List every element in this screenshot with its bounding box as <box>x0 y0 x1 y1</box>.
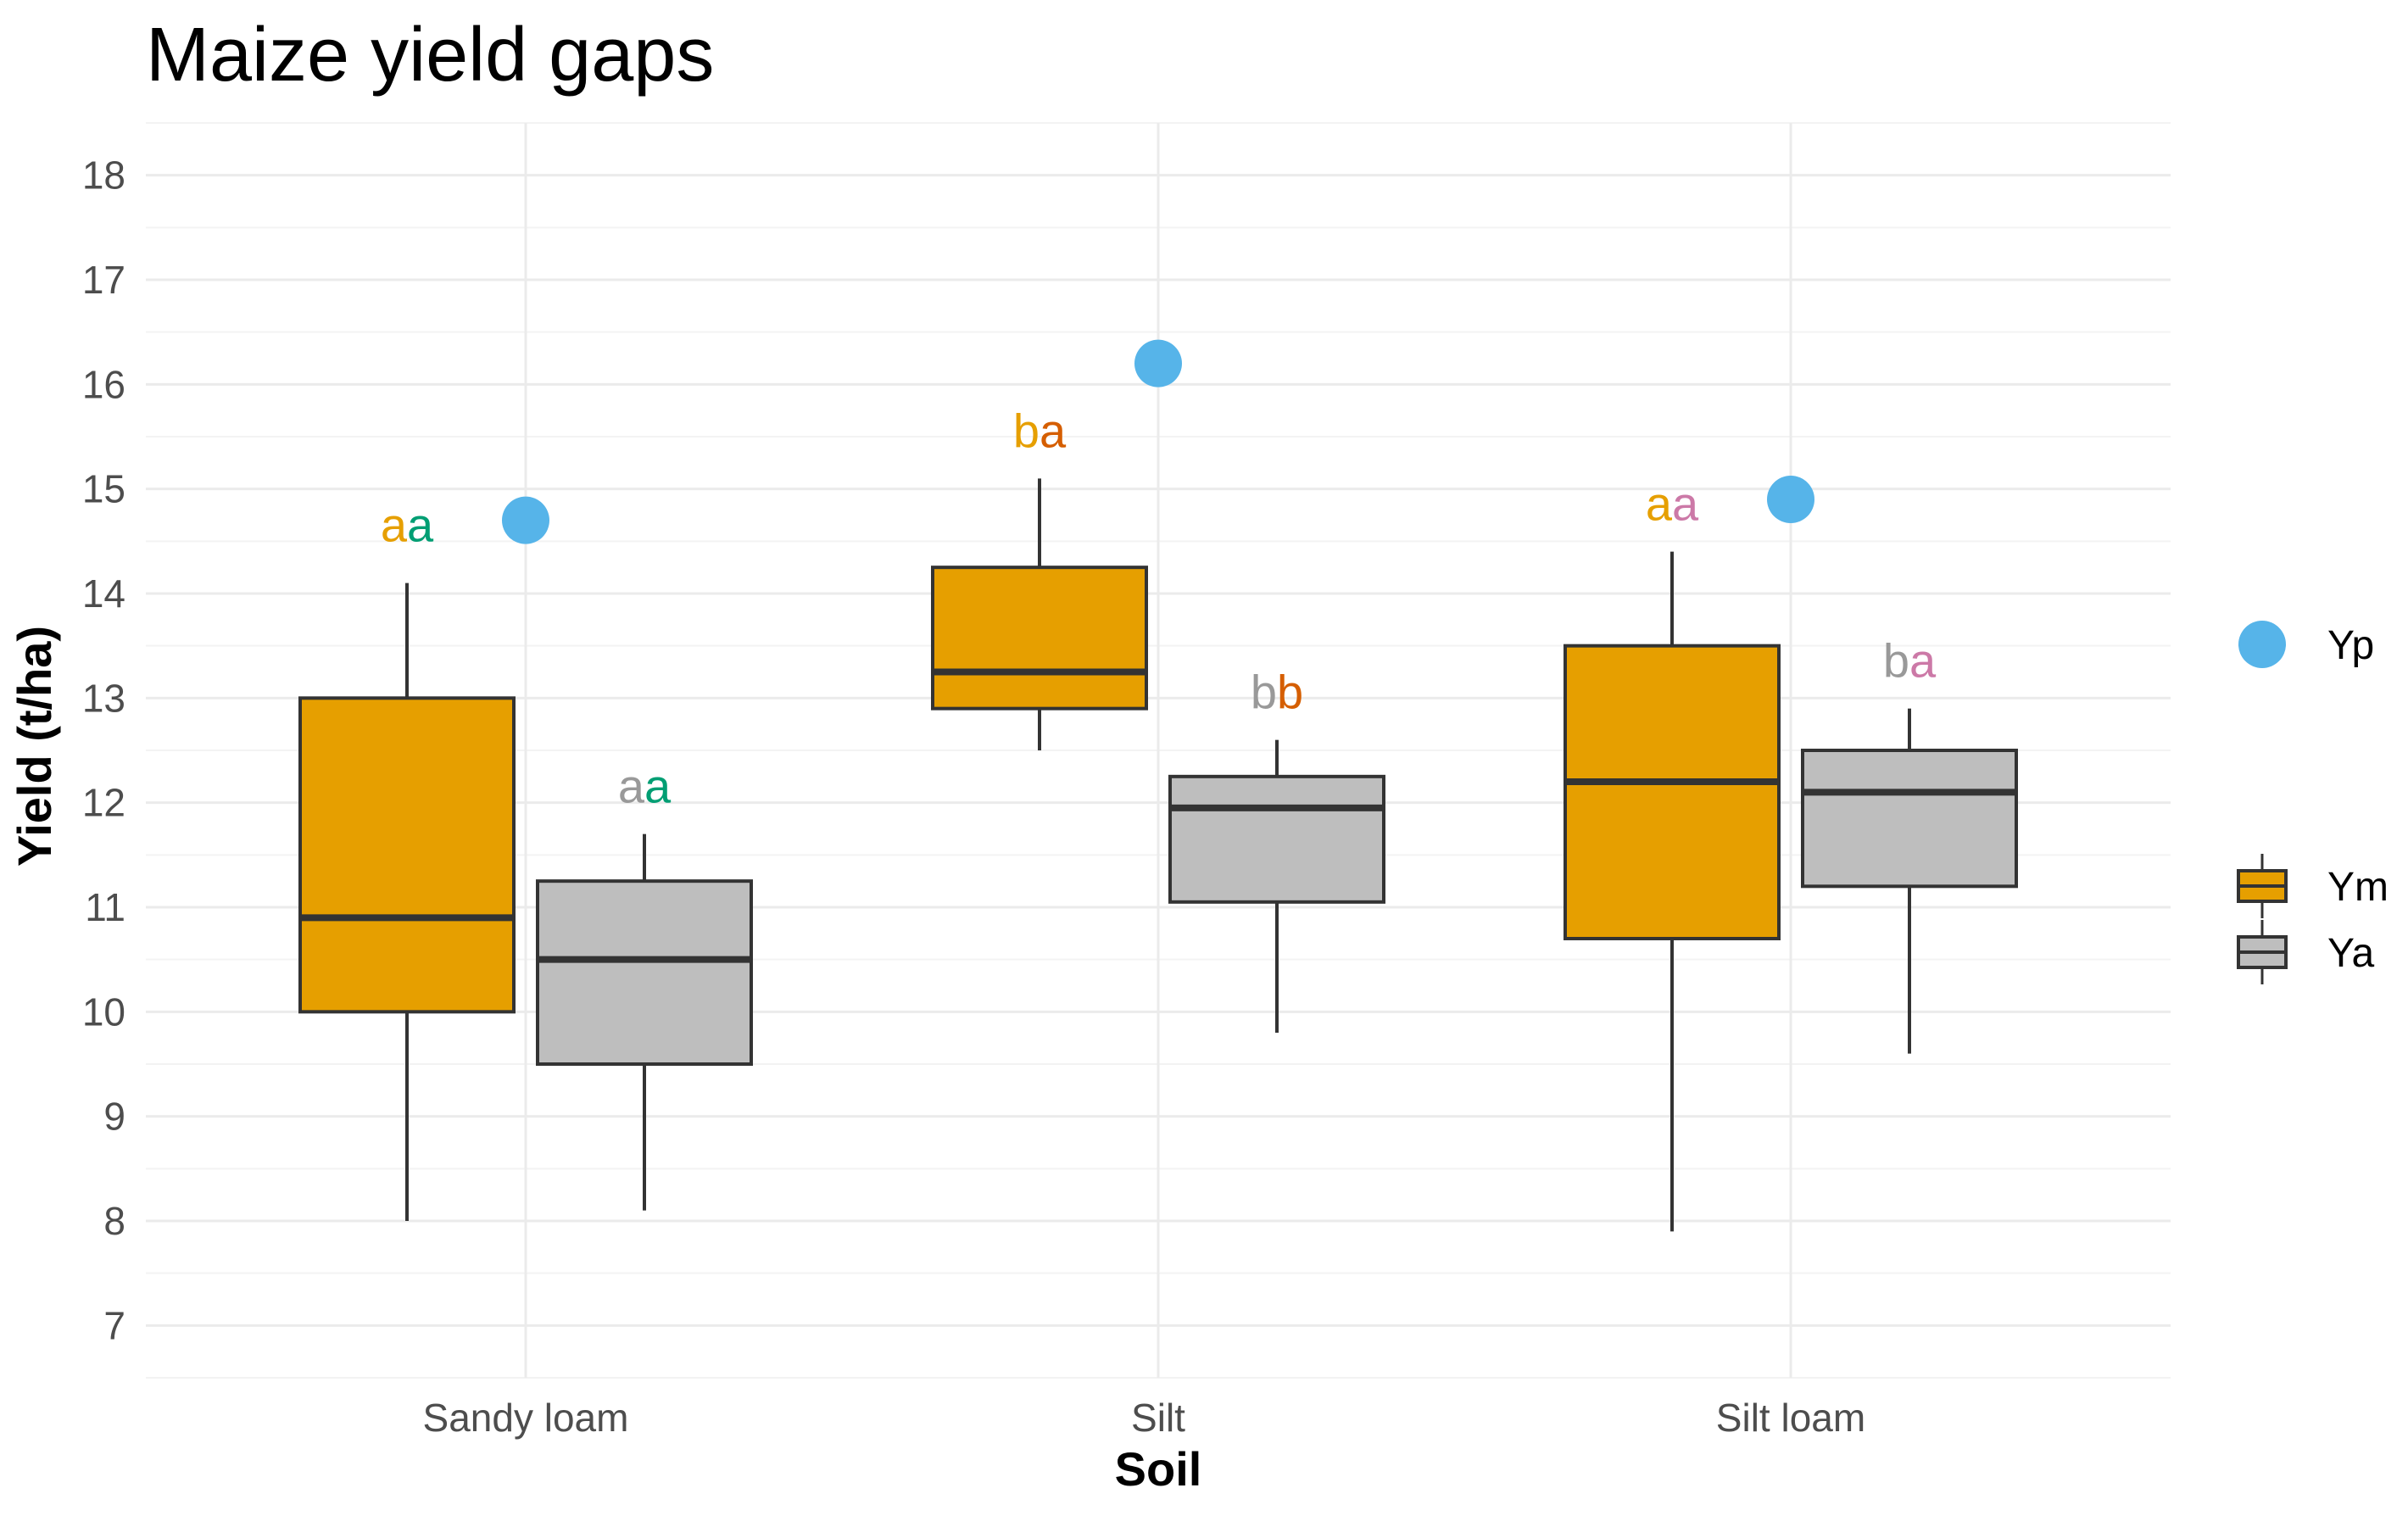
y-tick-label: 16 <box>82 362 125 406</box>
y-tick-label: 14 <box>82 571 125 616</box>
x-tick-label: Silt <box>1131 1396 1185 1440</box>
legend: Yp Ym Ya <box>2237 621 2388 984</box>
x-tick-label: Silt loam <box>1716 1396 1865 1440</box>
box-ya-2 <box>1801 708 2018 1054</box>
y-tick-label: 9 <box>103 1095 125 1139</box>
y-tick-label: 8 <box>103 1199 125 1243</box>
x-axis-title: Soil <box>1115 1442 1202 1496</box>
significance-letter: b <box>1251 666 1277 719</box>
significance-letter: a <box>644 760 672 813</box>
significance-letter: a <box>1040 404 1067 457</box>
y-tick-label: 10 <box>82 989 125 1034</box>
legend-key-point <box>2238 621 2286 668</box>
x-tick-label: Sandy loam <box>423 1396 629 1440</box>
significance-label: aa <box>1646 477 1699 531</box>
legend-label: Ya <box>2327 931 2374 976</box>
y-tick-label: 15 <box>82 467 125 511</box>
y-tick-label: 7 <box>103 1303 125 1347</box>
significance-label: aa <box>381 498 434 551</box>
significance-letter: a <box>407 498 434 551</box>
box-ya-0 <box>536 833 753 1211</box>
y-tick-label: 13 <box>82 676 125 720</box>
box-body <box>1168 774 1385 904</box>
significance-letter: a <box>1672 477 1699 531</box>
box-ym-0 <box>298 582 516 1221</box>
box-ya-1 <box>1168 739 1385 1033</box>
significance-letter: a <box>1646 477 1673 531</box>
box-ym-1 <box>931 478 1148 750</box>
significance-letter: b <box>1883 634 1909 688</box>
legend-label: Yp <box>2327 623 2374 668</box>
significance-label: aa <box>618 760 672 813</box>
box-body <box>536 879 753 1066</box>
significance-letter: a <box>1909 634 1937 688</box>
significance-letter: b <box>1277 666 1303 719</box>
y-tick-label: 11 <box>85 885 125 929</box>
legend-item-yp: Yp <box>2238 621 2374 668</box>
significance-letter: a <box>618 760 645 813</box>
legend-item-ym: Ym <box>2237 854 2388 918</box>
yp-point <box>1134 339 1182 387</box>
legend-label: Ym <box>2327 865 2388 910</box>
y-axis-ticks: 7 8 9 10 11 12 13 14 15 16 17 18 <box>82 153 125 1348</box>
boxplots <box>298 478 2018 1232</box>
x-axis-ticks: Sandy loam Silt Silt loam <box>423 1396 1866 1440</box>
significance-letter: a <box>381 498 408 551</box>
significance-label: ba <box>1013 404 1067 457</box>
yp-points <box>502 339 1814 544</box>
y-tick-label: 12 <box>82 781 125 825</box>
significance-label: bb <box>1251 666 1303 719</box>
y-axis-title: Yield (t/ha) <box>8 626 61 867</box>
box-body <box>1564 644 1781 941</box>
significance-label: ba <box>1883 634 1937 688</box>
box-body <box>1801 749 2018 889</box>
box-ym-2 <box>1564 551 1781 1232</box>
significance-letter: b <box>1013 404 1040 457</box>
yp-point <box>1767 476 1814 523</box>
y-tick-label: 17 <box>82 258 125 302</box>
box-body <box>931 566 1148 711</box>
y-tick-label: 18 <box>82 153 125 198</box>
chart-title: Maize yield gaps <box>146 13 714 98</box>
box-body <box>298 696 516 1014</box>
legend-item-ya: Ya <box>2237 920 2374 984</box>
yp-point <box>502 496 549 544</box>
